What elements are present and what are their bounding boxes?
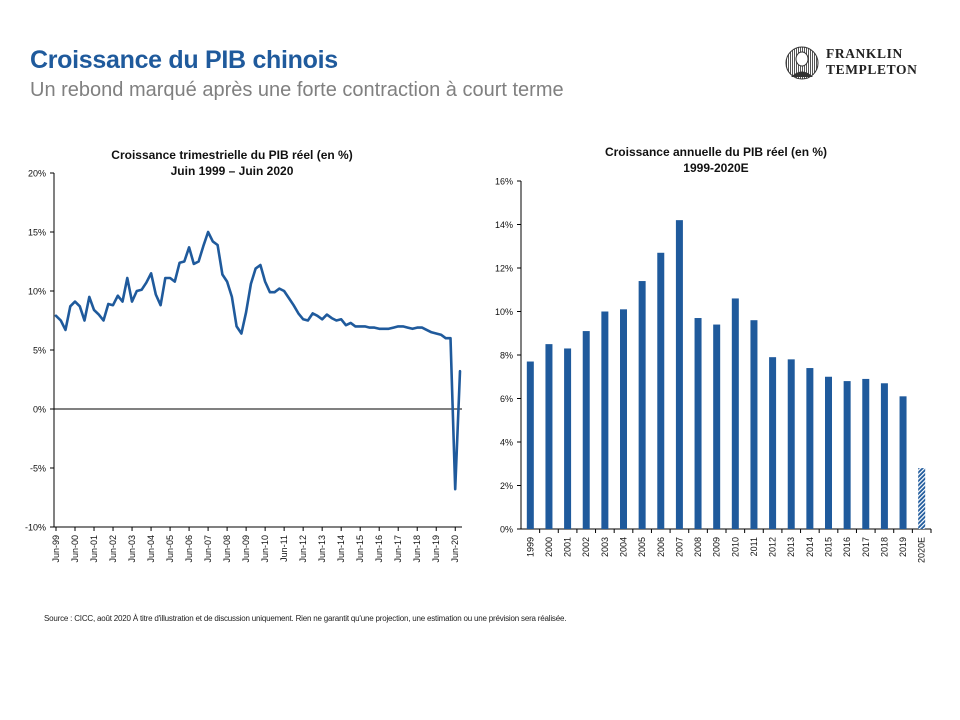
y-tick-label: 20% bbox=[28, 169, 46, 179]
x-tick-label: 2005 bbox=[637, 537, 647, 557]
page-subtitle: Un rebond marqué après une forte contrac… bbox=[30, 79, 564, 101]
series-line-quarterly-gdp bbox=[54, 230, 462, 491]
x-tick-label: Jun-00 bbox=[70, 535, 80, 563]
y-tick-label: 5% bbox=[33, 346, 46, 356]
bar-2004 bbox=[620, 309, 627, 529]
x-tick-label: 2017 bbox=[861, 537, 871, 557]
bar-2019 bbox=[899, 396, 907, 529]
source-note: Source : CICC, août 2020 À titre d'illus… bbox=[44, 614, 567, 623]
quarterly-gdp-line-chart: -10% -5% 0% 5% 10% 15% 20% Jun-99 Jun-00 Jun-01 Ju… bbox=[25, 169, 462, 563]
bar-chart-title-line-1: Croissance annuelle du PIB réel (en %) bbox=[604, 145, 828, 159]
logo-line-1: FRANKLIN bbox=[826, 46, 903, 61]
x-tick-label: Jun-01 bbox=[89, 535, 99, 563]
x-tick-label: Jun-15 bbox=[355, 535, 365, 563]
x-tick-label: Jun-19 bbox=[431, 535, 441, 563]
annual-gdp-bar-chart: 0% 2% 4% 6% 8% 10% 12% 14% 16% 1999 2000 2001 2002 20… bbox=[495, 177, 932, 563]
x-tick-label: 2013 bbox=[786, 537, 796, 557]
y-tick-label: 14% bbox=[495, 220, 513, 230]
x-tick-label: Jun-03 bbox=[127, 535, 137, 563]
x-tick-label: Jun-12 bbox=[298, 535, 308, 563]
line-chart-title: Croissance trimestrielle du PIB réel (en… bbox=[52, 147, 412, 179]
x-tick-label: 2011 bbox=[749, 537, 759, 556]
x-tick-label: 2009 bbox=[712, 537, 722, 557]
bar-2020E bbox=[918, 468, 926, 529]
y-tick-label: 0% bbox=[33, 405, 46, 415]
bar-2002 bbox=[582, 331, 590, 529]
x-tick-label: 1999 bbox=[525, 537, 535, 557]
line-chart-title-line-2: Juin 1999 – Juin 2020 bbox=[170, 164, 294, 178]
x-tick-label: 2014 bbox=[805, 537, 815, 557]
x-tick-label: 2019 bbox=[898, 537, 908, 557]
x-tick-label: Jun-17 bbox=[393, 535, 403, 563]
line-chart-title-line-1: Croissance trimestrielle du PIB réel (en… bbox=[111, 148, 353, 162]
x-tick-label: 2015 bbox=[824, 537, 834, 557]
bar-2007 bbox=[675, 220, 683, 529]
x-tick-label: 2016 bbox=[842, 537, 852, 557]
y-tick-label: 12% bbox=[495, 264, 513, 274]
x-tick-label: Jun-02 bbox=[108, 535, 118, 563]
x-tick-label: 2020E bbox=[917, 537, 927, 563]
x-tick-label: Jun-20 bbox=[450, 535, 460, 563]
bar-1999 bbox=[526, 361, 534, 529]
bar-2011 bbox=[750, 320, 758, 529]
y-tick-label: 10% bbox=[28, 287, 46, 297]
x-tick-label: 2010 bbox=[730, 537, 740, 557]
bar-2006 bbox=[657, 252, 665, 529]
bar-2001 bbox=[564, 348, 572, 529]
x-tick-label: Jun-08 bbox=[222, 535, 232, 563]
x-tick-label: Jun-11 bbox=[279, 535, 289, 562]
x-tick-label: 2001 bbox=[563, 537, 573, 557]
x-tick-label: Jun-09 bbox=[241, 535, 251, 563]
x-tick-label: Jun-10 bbox=[260, 535, 270, 563]
x-tick-label: Jun-99 bbox=[51, 535, 61, 563]
y-tick-label: -5% bbox=[30, 464, 46, 474]
y-tick-label: 15% bbox=[28, 228, 46, 238]
x-tick-label: Jun-14 bbox=[336, 535, 346, 563]
bar-chart-title: Croissance annuelle du PIB réel (en %) 1… bbox=[530, 144, 902, 176]
x-tick-label: Jun-13 bbox=[317, 535, 327, 563]
franklin-templeton-logo: FRANKLIN TEMPLETON bbox=[784, 46, 934, 82]
bar-2014 bbox=[806, 368, 814, 529]
bar-2000 bbox=[545, 344, 553, 529]
y-tick-label: 2% bbox=[500, 481, 513, 491]
bar-2015 bbox=[825, 376, 832, 529]
y-tick-label: -10% bbox=[25, 523, 46, 533]
y-tick-label: 8% bbox=[500, 351, 513, 361]
bar-2012 bbox=[769, 357, 777, 529]
x-tick-label: 2018 bbox=[879, 537, 889, 557]
x-tick-label: Jun-06 bbox=[184, 535, 194, 563]
x-tick-label: Jun-16 bbox=[374, 535, 384, 563]
bar-2005 bbox=[638, 281, 646, 529]
x-tick-label: Jun-07 bbox=[203, 535, 213, 563]
y-tick-label: 10% bbox=[495, 307, 513, 317]
bar-chart-title-line-2: 1999-2020E bbox=[683, 161, 749, 175]
x-tick-label: 2007 bbox=[674, 537, 684, 557]
x-tick-label: Jun-18 bbox=[412, 535, 422, 563]
page-title: Croissance du PIB chinois bbox=[30, 46, 338, 74]
x-tick-label: Jun-04 bbox=[146, 535, 156, 563]
bar-2017 bbox=[862, 378, 870, 529]
portrait-icon bbox=[785, 46, 819, 80]
y-tick-label: 0% bbox=[500, 525, 513, 535]
y-tick-label: 16% bbox=[495, 177, 513, 187]
logo-line-2: TEMPLETON bbox=[826, 62, 918, 77]
x-tick-label: 2006 bbox=[656, 537, 666, 557]
x-tick-label: Jun-05 bbox=[165, 535, 175, 563]
y-tick-label: 6% bbox=[500, 394, 513, 404]
x-tick-label: 2002 bbox=[581, 537, 591, 557]
x-tick-label: 2008 bbox=[693, 537, 703, 557]
y-tick-label: 4% bbox=[500, 438, 513, 448]
bar-2016 bbox=[843, 381, 851, 529]
bar-2013 bbox=[787, 359, 795, 529]
bar-2018 bbox=[880, 383, 888, 529]
x-tick-label: 2004 bbox=[619, 537, 629, 557]
x-tick-label: 2003 bbox=[600, 537, 610, 557]
bar-2008 bbox=[694, 318, 702, 529]
x-tick-label: 2000 bbox=[544, 537, 554, 557]
bar-2003 bbox=[601, 311, 609, 529]
x-tick-label: 2012 bbox=[768, 537, 778, 557]
bar-2009 bbox=[713, 324, 721, 529]
bar-2010 bbox=[731, 298, 739, 529]
